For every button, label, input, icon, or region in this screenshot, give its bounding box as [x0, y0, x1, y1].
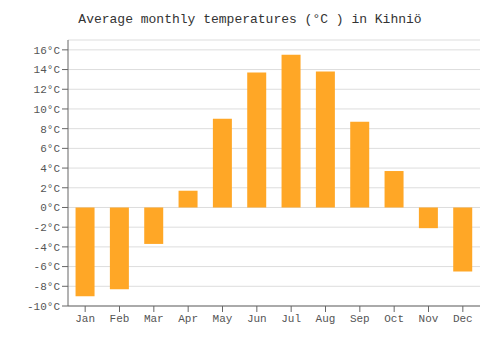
- svg-text:Sep: Sep: [350, 313, 370, 325]
- svg-text:Jul: Jul: [281, 313, 301, 325]
- svg-text:2°C: 2°C: [40, 183, 60, 195]
- svg-text:May: May: [213, 313, 233, 325]
- svg-text:-10°C: -10°C: [27, 301, 60, 313]
- svg-text:0°C: 0°C: [40, 202, 60, 214]
- svg-text:Jan: Jan: [75, 313, 95, 325]
- svg-text:Dec: Dec: [453, 313, 473, 325]
- svg-text:Jun: Jun: [247, 313, 267, 325]
- svg-text:-4°C: -4°C: [34, 242, 61, 254]
- svg-text:-2°C: -2°C: [34, 222, 61, 234]
- svg-text:Mar: Mar: [144, 313, 164, 325]
- svg-text:Nov: Nov: [419, 313, 439, 325]
- svg-text:Aug: Aug: [316, 313, 336, 325]
- svg-text:14°C: 14°C: [34, 64, 61, 76]
- svg-text:6°C: 6°C: [40, 143, 60, 155]
- svg-text:10°C: 10°C: [34, 104, 61, 116]
- svg-text:Oct: Oct: [384, 313, 404, 325]
- svg-text:4°C: 4°C: [40, 163, 60, 175]
- svg-text:12°C: 12°C: [34, 84, 61, 96]
- svg-text:8°C: 8°C: [40, 124, 60, 136]
- svg-text:Apr: Apr: [178, 313, 198, 325]
- svg-text:-6°C: -6°C: [34, 261, 61, 273]
- svg-text:16°C: 16°C: [34, 45, 61, 57]
- html-text:Average monthly temperatures (: Average monthly temperatures (°C ) in Ki…: [78, 12, 422, 27]
- svg-text:-8°C: -8°C: [34, 281, 61, 293]
- svg-text:Feb: Feb: [110, 313, 130, 325]
